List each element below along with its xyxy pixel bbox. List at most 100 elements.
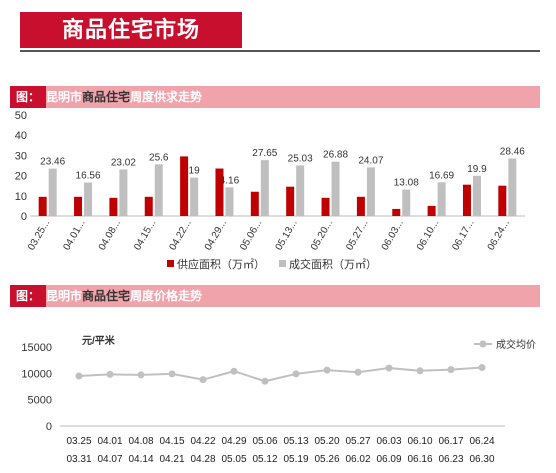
bar-deal: [472, 175, 481, 216]
x-tick-label: 06.17...: [450, 218, 476, 252]
data-label: 19: [189, 166, 201, 177]
x-tick-label-end: 04.21: [159, 454, 184, 465]
section-title-suffix: 周度供求走势: [130, 90, 203, 104]
data-point: [323, 366, 331, 374]
legend-label-deal: 成交面积（万㎡）: [289, 257, 377, 271]
y-tick-label: 5000: [28, 395, 52, 407]
x-tick-label-start: 06.17: [438, 436, 463, 447]
y-tick-label: 40: [15, 130, 27, 142]
data-label: 28.46: [500, 147, 525, 158]
x-tick-label-start: 06.10: [407, 436, 432, 447]
x-tick-label: 04.08...: [97, 218, 123, 252]
bar-deal: [190, 177, 199, 216]
legend-label-price: 成交均价: [496, 338, 536, 351]
bar-deal: [508, 158, 517, 216]
bar-supply: [109, 197, 118, 216]
x-tick-label: 04.15...: [132, 218, 158, 252]
bar-supply: [74, 196, 83, 216]
price-line-chart: 元/平米 0 5000 10000 15000 03.25 04.01 04.08 04.15 0…: [21, 334, 536, 465]
data-point: [478, 364, 486, 372]
legend-swatch-deal: [279, 260, 286, 267]
y-tick-label: 15000: [21, 342, 52, 354]
x-tick-label: 06.03...: [380, 218, 406, 252]
x-tick-label-start: 05.20: [314, 436, 339, 447]
x-tick-label-end: 05.26: [314, 454, 339, 465]
data-label: 4.16: [220, 175, 240, 186]
section-title-highlight: 商品住宅: [82, 289, 131, 303]
x-tick-label: 04.29...: [203, 218, 229, 252]
series-line-price: [78, 366, 483, 383]
x-tick-label: 04.22...: [167, 218, 193, 252]
data-point: [75, 372, 83, 380]
x-tick-label-end: 05.19: [283, 454, 308, 465]
supply-demand-bar-chart: 0 10 20 30 40 50 23.46 03.25... 16.56 04.01... 23.…: [15, 110, 526, 271]
bar-supply: [250, 191, 259, 216]
data-label: 16.69: [429, 170, 454, 181]
bar-deal: [84, 182, 93, 216]
data-label: 25.6: [149, 152, 169, 163]
data-label: 26.88: [323, 150, 348, 161]
bar-supply: [498, 185, 507, 216]
x-tick-label-end: 05.05: [221, 454, 246, 465]
x-tick-label-start: 04.29: [221, 436, 246, 447]
x-tick-label-start: 05.27: [345, 436, 370, 447]
section-title-prefix: 昆明市: [46, 90, 83, 104]
x-tick-label-start: 06.03: [376, 436, 401, 447]
bar-supply: [144, 196, 153, 216]
section-header-price: 图： 昆明市商品住宅周度价格走势: [10, 285, 540, 307]
y-tick-label: 0: [21, 211, 27, 223]
x-tick-label: 06.10...: [415, 218, 441, 252]
page-title: 商品住宅市场: [20, 12, 242, 48]
x-tick-label-start: 04.08: [128, 436, 153, 447]
bar-supply: [286, 186, 295, 216]
section-header-supply-demand: 图： 昆明市商品住宅周度供求走势: [10, 86, 540, 108]
section-title-prefix: 昆明市: [46, 289, 83, 303]
data-point: [168, 370, 176, 378]
bar-supply: [321, 197, 330, 216]
legend-label-supply: 供应面积（万㎡）: [177, 257, 265, 271]
data-point: [385, 364, 393, 372]
data-label: 27.65: [252, 148, 277, 159]
bar-supply: [427, 205, 436, 216]
x-tick-label-end: 05.12: [252, 454, 277, 465]
bar-deal: [154, 164, 163, 216]
x-tick-label: 05.20...: [309, 218, 335, 252]
x-tick-label-start: 06.24: [469, 436, 494, 447]
figure-tag: 图：: [10, 285, 47, 307]
data-label: 19.9: [467, 164, 487, 175]
data-label: 13.08: [394, 178, 419, 189]
y-tick-label: 10: [15, 191, 27, 203]
bar-deal: [402, 189, 411, 216]
x-tick-label-end: 06.23: [438, 454, 463, 465]
bar-deal: [260, 160, 269, 216]
x-tick-label-start: 03.25: [66, 436, 91, 447]
bar-deal: [366, 167, 375, 216]
bar-supply: [392, 208, 401, 216]
data-point: [137, 371, 145, 379]
x-tick-label: 03.25...: [26, 218, 52, 252]
x-tick-label: 04.01...: [61, 218, 87, 252]
data-point: [230, 367, 238, 375]
x-tick-label-end: 06.30: [469, 454, 494, 465]
y-tick-label: 50: [15, 110, 27, 122]
bar-deal: [225, 187, 234, 216]
bar-supply: [215, 168, 224, 216]
y-tick-label: 30: [15, 150, 27, 162]
legend-swatch-supply: [167, 260, 174, 267]
data-point: [261, 377, 269, 385]
data-point: [416, 367, 424, 375]
y-tick-label: 0: [46, 421, 52, 433]
bar-deal: [437, 182, 446, 216]
title-divider: [20, 50, 540, 52]
x-tick-label: 05.27...: [344, 218, 370, 252]
x-tick-label-start: 04.15: [159, 436, 184, 447]
x-tick-label-end: 04.28: [190, 454, 215, 465]
legend-marker-price: [479, 340, 487, 348]
data-label: 23.46: [40, 157, 65, 168]
x-tick-label: 05.13...: [274, 218, 300, 252]
section-title-highlight: 商品住宅: [82, 90, 131, 104]
bar-supply: [356, 196, 365, 216]
bar-supply: [180, 156, 189, 216]
section-title: 昆明市商品住宅周度供求走势: [46, 86, 202, 108]
x-tick-label-end: 06.16: [407, 454, 432, 465]
